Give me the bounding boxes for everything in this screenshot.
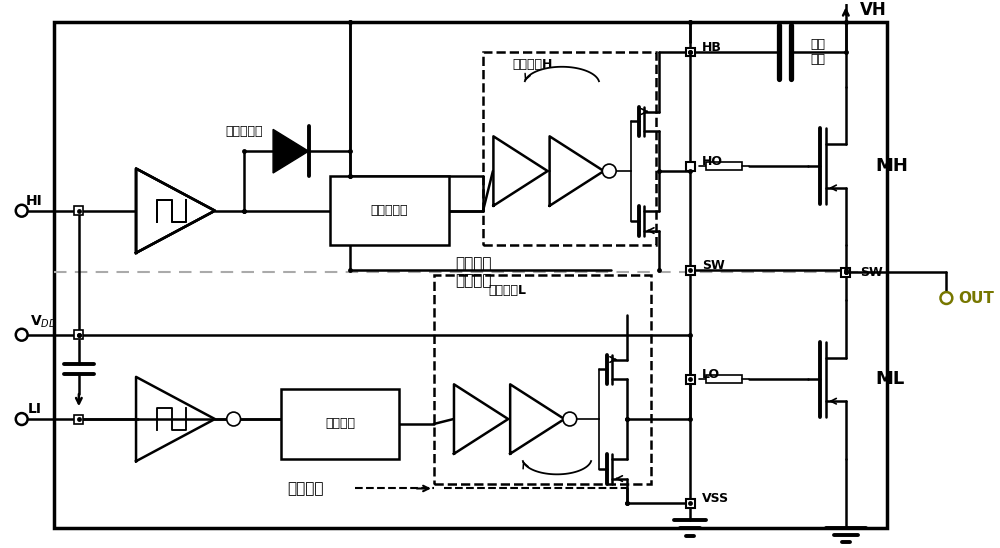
Text: LI: LI (28, 402, 42, 416)
Text: VSS: VSS (702, 492, 729, 505)
Bar (686, 499, 695, 508)
Circle shape (940, 292, 952, 304)
Text: ML: ML (875, 370, 905, 389)
Circle shape (602, 164, 616, 178)
Text: MH: MH (875, 157, 908, 175)
Text: 输出驱动H: 输出驱动H (512, 59, 553, 71)
Text: HI: HI (26, 194, 43, 208)
Circle shape (16, 205, 28, 216)
Text: SW: SW (702, 259, 725, 272)
Bar (74, 415, 83, 424)
Bar (136, 169, 215, 253)
Text: V$_{DD}$: V$_{DD}$ (30, 313, 57, 330)
Text: 自举
电容: 自举 电容 (810, 38, 825, 66)
Bar (686, 375, 695, 384)
Text: 自举二极管: 自举二极管 (226, 125, 263, 138)
Bar (686, 48, 695, 56)
Bar (483, 52, 656, 246)
Text: HB: HB (702, 41, 722, 54)
Bar (686, 266, 695, 275)
Text: 电平转换器: 电平转换器 (371, 204, 408, 217)
Text: LO: LO (702, 368, 720, 381)
Bar (434, 275, 651, 483)
Bar (686, 162, 695, 170)
Circle shape (16, 329, 28, 341)
Text: 延时匹配: 延时匹配 (325, 418, 355, 431)
Text: 半桥驱动: 半桥驱动 (287, 481, 324, 496)
Bar (330, 176, 449, 246)
Bar (841, 268, 850, 277)
Text: SW: SW (860, 266, 882, 279)
Text: VH: VH (860, 1, 886, 19)
Text: HO: HO (702, 155, 723, 168)
Circle shape (16, 413, 28, 425)
Bar (74, 206, 83, 215)
Text: OUT: OUT (958, 290, 994, 306)
Text: 高侧驱动: 高侧驱动 (455, 256, 491, 271)
Polygon shape (273, 129, 309, 173)
Bar (74, 330, 83, 339)
Circle shape (227, 412, 241, 426)
Bar (706, 375, 742, 384)
Text: 低侧驱动: 低侧驱动 (455, 273, 491, 288)
Bar (281, 389, 399, 459)
Bar (54, 22, 887, 528)
Bar (706, 162, 742, 170)
Circle shape (563, 412, 577, 426)
Text: 输出驱动L: 输出驱动L (489, 283, 527, 296)
